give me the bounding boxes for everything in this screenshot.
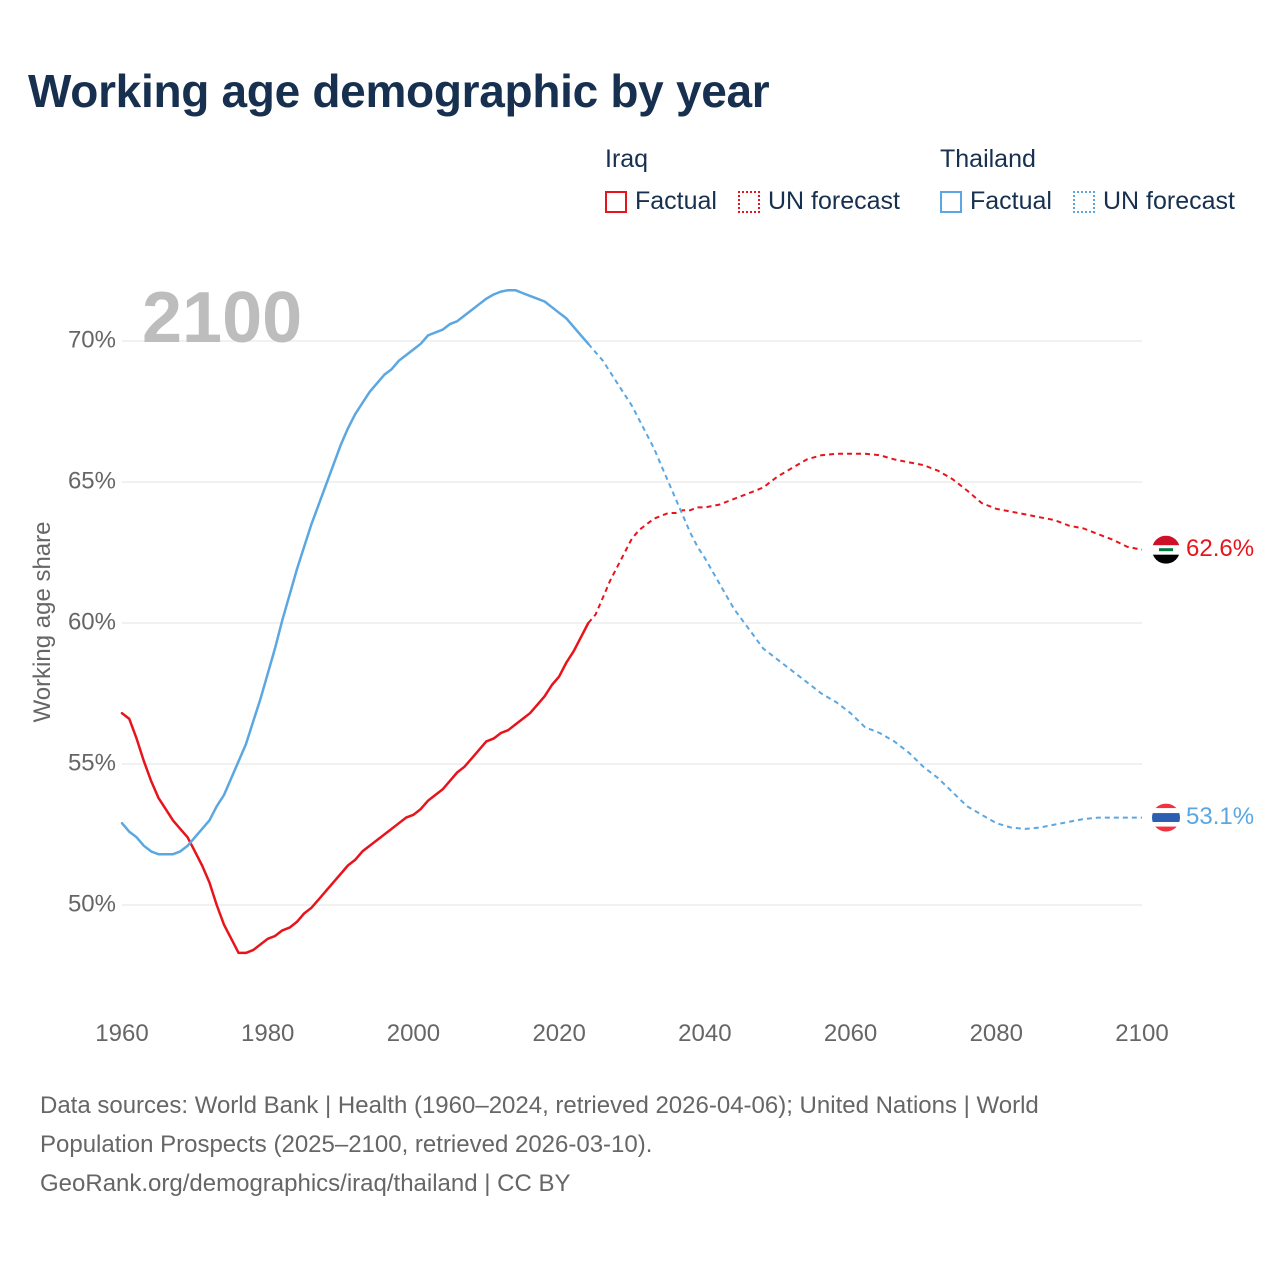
- y-tick-label: 55%: [68, 749, 116, 776]
- chart-title: Working age demographic by year: [28, 65, 770, 117]
- y-tick-label: 70%: [68, 326, 116, 353]
- x-tick-label: 2000: [387, 1020, 440, 1047]
- y-tick-label: 50%: [68, 890, 116, 917]
- legend-group-iraq: Iraq: [605, 145, 649, 173]
- footer-sources-line1: Data sources: World Bank | Health (1960–…: [40, 1092, 1039, 1119]
- year-watermark: 2100: [142, 278, 302, 358]
- iraq-flag-icon: [1152, 535, 1180, 564]
- iraq-end-value: 62.6%: [1186, 535, 1254, 562]
- legend-swatch-dotted: [738, 190, 760, 213]
- x-axis-ticks: 1960 1980 2000 2020 2040 2060 2080 2100: [95, 1020, 1168, 1047]
- y-axis-ticks: 50% 55% 60% 65% 70%: [68, 326, 116, 917]
- thailand-forecast-line[interactable]: [587, 343, 1142, 830]
- legend-swatch-dotted: [1073, 190, 1095, 213]
- legend-label: UN forecast: [768, 187, 900, 215]
- thailand-factual-line[interactable]: [120, 288, 590, 856]
- y-tick-label: 60%: [68, 608, 116, 635]
- x-tick-label: 1960: [95, 1020, 148, 1047]
- y-axis-title: Working age share: [29, 522, 56, 723]
- thailand-end-value: 53.1%: [1186, 803, 1254, 830]
- x-tick-label: 2040: [678, 1020, 731, 1047]
- footer-sources-line2: Population Prospects (2025–2100, retriev…: [40, 1131, 653, 1158]
- series-lines: [120, 288, 1143, 955]
- legend-label: Factual: [970, 187, 1052, 215]
- legend-label: Factual: [635, 187, 717, 215]
- legend-label: UN forecast: [1103, 187, 1235, 215]
- gridlines: [122, 340, 1142, 906]
- footer: Data sources: World Bank | Health (1960–…: [40, 1086, 1220, 1203]
- end-markers: 62.6% 53.1%: [1152, 535, 1254, 832]
- footer-attribution[interactable]: GeoRank.org/demographics/iraq/thailand |…: [40, 1170, 571, 1197]
- legend-item-thailand-forecast[interactable]: UN forecast: [1073, 187, 1235, 216]
- legend-swatch-solid: [605, 190, 627, 213]
- x-tick-label: 2020: [532, 1020, 585, 1047]
- legend-item-iraq-forecast[interactable]: UN forecast: [738, 187, 900, 216]
- thailand-flag-icon: [1152, 803, 1180, 832]
- legend-item-thailand-factual[interactable]: Factual: [940, 187, 1052, 216]
- x-tick-label: 2060: [824, 1020, 877, 1047]
- legend-swatch-solid: [940, 190, 962, 213]
- x-tick-label: 2080: [970, 1020, 1023, 1047]
- legend-group-thailand: Thailand: [940, 145, 1036, 173]
- iraq-forecast-line[interactable]: [587, 452, 1143, 624]
- x-tick-label: 2100: [1115, 1020, 1168, 1047]
- x-tick-label: 1980: [241, 1020, 294, 1047]
- line-chart: 2100 50% 55% 60% 65% 70% 1960 1980 2000 2020 204…: [29, 278, 1254, 1047]
- legend-item-iraq-factual[interactable]: Factual: [605, 187, 717, 216]
- y-tick-label: 65%: [68, 467, 116, 494]
- iraq-factual-line[interactable]: [120, 621, 590, 955]
